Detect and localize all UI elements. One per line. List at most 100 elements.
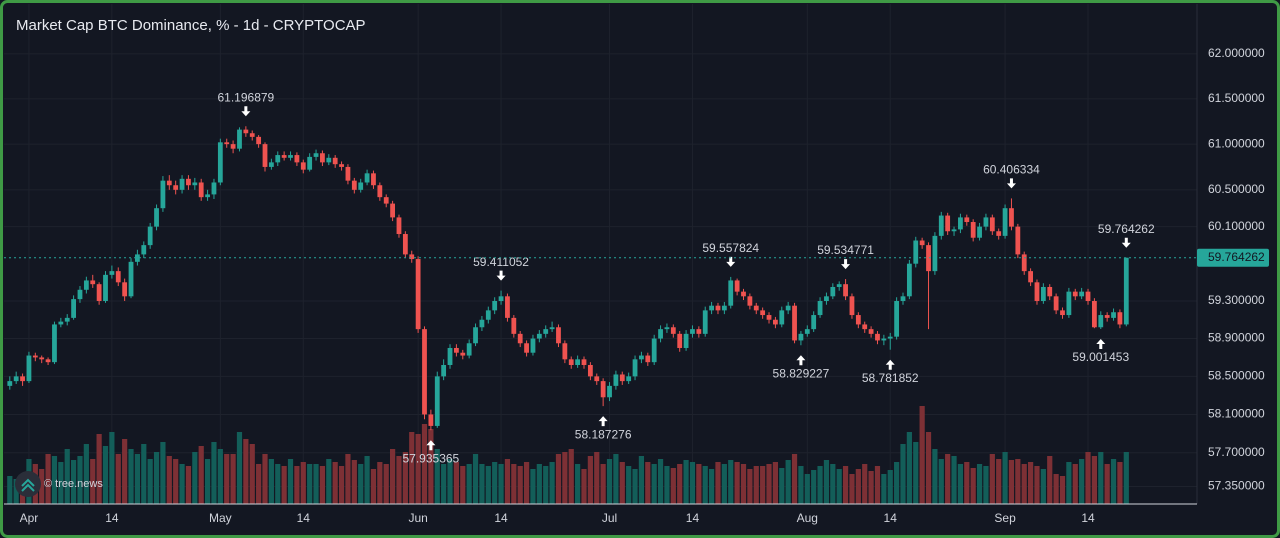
volume-bar <box>1104 464 1110 504</box>
volume-bar <box>173 459 179 504</box>
volume-bar <box>479 464 485 504</box>
candle-body <box>1009 208 1014 227</box>
candle-body <box>358 182 364 190</box>
candle-body <box>696 329 702 334</box>
volume-bar <box>160 442 166 504</box>
candle-body <box>160 180 166 209</box>
candle-body <box>249 133 255 137</box>
volume-bar <box>721 464 727 504</box>
volume-bar <box>58 462 64 504</box>
volume-bar <box>51 456 58 504</box>
candle-body <box>447 347 453 366</box>
volume-bar <box>338 466 345 504</box>
candle-body <box>964 217 970 223</box>
volume-bar <box>517 466 523 504</box>
annotation-arrow <box>241 106 251 117</box>
candle-body <box>1123 257 1129 325</box>
y-tick-label: 58.500000 <box>1208 369 1265 383</box>
volume-bar <box>281 466 287 504</box>
x-tick-label: Sep <box>994 511 1016 525</box>
y-tick-label: 59.300000 <box>1208 293 1265 307</box>
candle-body <box>690 329 695 334</box>
volume-bar <box>7 476 13 504</box>
candle-body <box>351 180 357 190</box>
candle-body <box>281 155 287 158</box>
volume-bar <box>256 464 262 504</box>
candle-body <box>702 310 708 334</box>
candle-body <box>594 376 600 382</box>
volume-bar <box>275 464 281 504</box>
x-tick-label: 14 <box>494 511 508 525</box>
annotation-arrow <box>885 359 895 370</box>
candle-body <box>651 338 657 363</box>
candle-body <box>677 333 683 348</box>
volume-bar <box>147 459 153 504</box>
volume-bar <box>887 470 893 504</box>
volume-bar <box>581 469 587 504</box>
volume-bar <box>715 462 721 504</box>
volume-bar <box>370 469 377 504</box>
watermark: © tree.news <box>15 471 103 497</box>
volume-bar <box>881 474 887 504</box>
annotation-label: 59.001453 <box>1072 350 1129 364</box>
candle-body <box>179 178 185 190</box>
candle-body <box>192 182 198 186</box>
candle-body <box>26 355 32 382</box>
volume-bar <box>390 449 396 504</box>
candle-body <box>64 317 70 322</box>
candle-body <box>1028 271 1033 283</box>
overlay-layer: 61.196879 57.935365 59.411052 58.187276 59.5… <box>4 90 1197 465</box>
annotation-label: 58.829227 <box>773 366 830 380</box>
candle-body <box>409 254 415 260</box>
volume-bar <box>626 466 632 504</box>
candle-body <box>600 381 606 398</box>
candle-body <box>926 245 931 272</box>
annotation-label: 59.411052 <box>473 255 529 269</box>
candle-body <box>862 324 868 330</box>
volume-bar <box>976 464 983 504</box>
volume-bar <box>804 474 810 504</box>
candle-layer <box>7 126 1129 431</box>
candle-body <box>45 359 51 363</box>
candle-body <box>645 355 651 363</box>
candle-body <box>721 305 727 311</box>
candle-body <box>300 162 306 170</box>
volume-bar <box>594 452 600 504</box>
volume-bar <box>1123 452 1129 504</box>
candle-body <box>919 240 925 246</box>
candle-body <box>760 310 766 316</box>
candle-body <box>798 333 804 341</box>
volume-bar <box>45 454 51 504</box>
volume-bar <box>421 424 428 504</box>
volume-bar <box>811 470 817 504</box>
volume-bar <box>932 449 938 504</box>
volume-bar <box>619 462 625 504</box>
candle-body <box>587 365 593 377</box>
volume-bar <box>198 446 204 504</box>
candle-body <box>294 155 300 163</box>
candle-body <box>830 286 836 297</box>
volume-bar <box>485 466 491 504</box>
volume-bar <box>90 459 96 504</box>
volume-bar <box>823 460 830 504</box>
candle-body <box>1079 291 1085 297</box>
volume-bar <box>664 466 670 504</box>
candle-body <box>377 185 383 198</box>
candle-body <box>498 296 504 301</box>
volume-bar <box>862 464 868 504</box>
volume-bar <box>466 464 472 504</box>
candle-body <box>575 359 581 366</box>
volume-bar <box>1066 462 1072 504</box>
candle-body <box>128 261 134 297</box>
volume-bar <box>913 442 919 504</box>
candle-body <box>339 164 344 167</box>
volume-bar <box>670 468 676 504</box>
volume-bar <box>970 468 976 504</box>
volume-bar <box>434 449 440 504</box>
candle-body <box>728 280 734 306</box>
volume-bar <box>651 464 657 504</box>
volume-bar <box>211 442 217 504</box>
volume-bar <box>1002 452 1008 504</box>
volume-bar <box>179 464 185 504</box>
